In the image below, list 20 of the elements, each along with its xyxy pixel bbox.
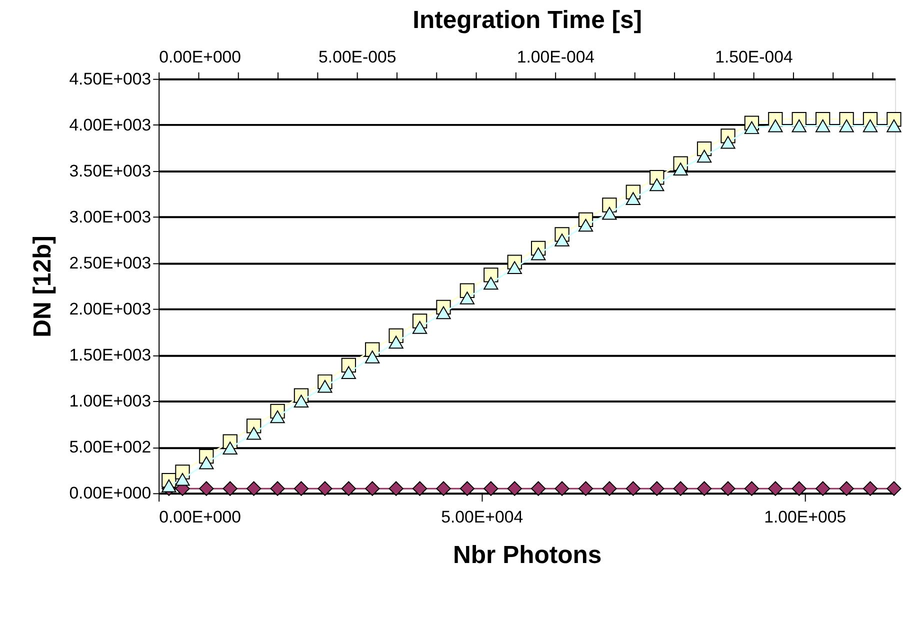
- y-tick-label: 3.50E+003: [69, 161, 152, 180]
- x-tick-label: 0.00E+000: [159, 507, 242, 526]
- y-tick-label: 2.50E+003: [69, 253, 152, 272]
- x2-tick-label: 1.50E-004: [715, 47, 793, 66]
- y-tick-label: 4.00E+003: [69, 115, 152, 134]
- x-axis-title: Nbr Photons: [453, 542, 602, 570]
- x2-tick-label: 1.00E-004: [516, 47, 595, 66]
- x-tick-label: 1.00E+005: [764, 507, 846, 526]
- y-tick-label: 1.00E+003: [69, 392, 152, 411]
- y-axis-title: DN [12b]: [29, 236, 56, 338]
- x2-axis-title: Integration Time [s]: [412, 6, 642, 34]
- y-tick-label: 5.00E+002: [69, 438, 152, 457]
- y-tick-label: 2.00E+003: [69, 299, 152, 318]
- y-tick-label: 1.50E+003: [69, 346, 152, 365]
- y-tick-label: 0.00E+000: [69, 484, 152, 503]
- x2-tick-label: 0.00E+000: [159, 47, 242, 66]
- x2-tick-label: 5.00E-005: [318, 47, 396, 66]
- y-tick-label: 3.00E+003: [69, 207, 152, 226]
- x-tick-label: 5.00E+004: [441, 507, 524, 526]
- y-tick-label: 4.50E+003: [69, 69, 152, 88]
